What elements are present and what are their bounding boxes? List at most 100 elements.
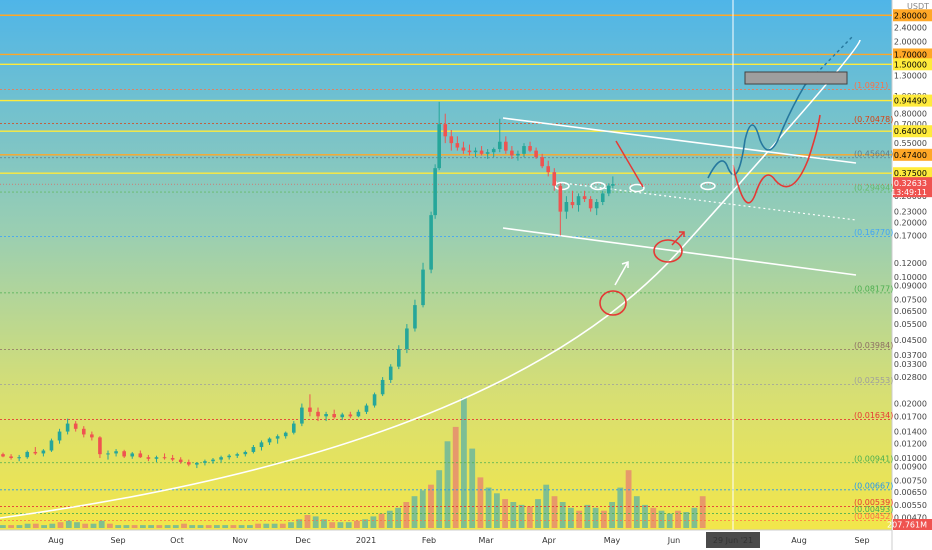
volume-bar: [633, 496, 640, 528]
candle-body: [308, 407, 312, 412]
volume-bar: [461, 398, 467, 528]
volume-bar: [247, 525, 253, 528]
candle-body: [600, 193, 605, 203]
volume-bar: [90, 523, 97, 528]
support-circle-curve: [653, 239, 683, 263]
candle-body: [491, 149, 496, 153]
fib-level-label: (0.70478): [854, 115, 893, 124]
candle-body: [178, 459, 183, 463]
touch-ellipse-3: [629, 183, 645, 193]
time-tick-label: 2021: [356, 536, 376, 545]
projection-arrow-red-up: [671, 231, 685, 246]
candle-body: [564, 202, 569, 212]
candle-body: [504, 141, 508, 151]
volume-bar: [329, 522, 336, 528]
key-level-badge-label: 0.47400: [894, 151, 927, 160]
projection-arrow-white-head: [621, 260, 629, 268]
price-tick-label: 0.04500: [894, 336, 927, 345]
time-tick-label: Nov: [232, 536, 248, 545]
key-level-badge: [893, 94, 932, 107]
fib-level-label: (0.00452): [854, 512, 893, 521]
candle-body: [33, 451, 38, 454]
fib-level-label: (0.45604): [854, 149, 893, 158]
price-tick-label: 0.01400: [894, 428, 927, 437]
currency-label: USDT: [907, 2, 929, 11]
time-tick-label: Jun: [667, 536, 681, 545]
price-tick-label: 0.23000: [894, 208, 927, 217]
volume-bar: [584, 504, 591, 528]
price-tick-label: 2.40000: [894, 23, 927, 32]
candle-body: [267, 438, 272, 443]
candle-body: [186, 462, 191, 465]
candle-body: [154, 457, 159, 459]
volume-bar: [32, 523, 39, 528]
volume-bar: [699, 496, 706, 528]
volume-bar: [263, 523, 270, 528]
key-level-badge: [893, 48, 932, 61]
candle-body: [259, 442, 264, 448]
price-tick-label: 0.80000: [894, 110, 927, 119]
fib-level-label: (0.00539): [854, 498, 893, 507]
projection-arrow-white: [614, 261, 629, 286]
volume-bar: [0, 525, 6, 528]
candle-body: [607, 185, 611, 194]
volume-bar: [452, 426, 459, 528]
candle-body: [611, 184, 615, 186]
volume-bar: [82, 523, 89, 528]
candle-body: [219, 457, 223, 460]
fib-level-label: (0.03984): [854, 341, 893, 350]
fib-level-label: (0.02553): [854, 376, 893, 385]
candle-body: [413, 305, 417, 329]
fib-level-label: (1.0921): [854, 81, 888, 90]
price-tick-label: 0.00750: [894, 477, 927, 486]
volume-bar: [625, 470, 632, 528]
volume-bar: [57, 522, 64, 528]
key-level-badge: [893, 167, 932, 180]
candle-body: [25, 451, 30, 458]
candle-body: [49, 440, 54, 451]
price-tick-label: 0.01000: [894, 454, 927, 463]
candle-body: [388, 366, 393, 380]
price-tick-label: 0.00550: [894, 501, 927, 510]
projection-arrow-red-down: [615, 140, 644, 188]
candle-body: [300, 407, 304, 424]
volume-bar: [16, 525, 23, 528]
price-tick-label: 0.06500: [894, 307, 927, 316]
volume-bar: [222, 525, 229, 528]
price-tick-label: 0.02000: [894, 400, 927, 409]
price-tick-label: 0.00650: [894, 488, 927, 497]
candle-body: [528, 146, 532, 151]
volume-bar: [140, 525, 146, 528]
fib-level-label: (0.00941): [854, 454, 893, 463]
candle-body: [324, 414, 328, 417]
volume-bar: [601, 510, 607, 528]
price-tick-label: 0.00470: [894, 513, 927, 522]
volume-bar: [576, 510, 583, 528]
volume-bar: [49, 523, 56, 528]
volume-bar: [518, 504, 525, 528]
fib-level-label: (0.00493): [854, 505, 893, 514]
volume-bar: [419, 490, 426, 528]
candle-body: [594, 202, 599, 209]
time-tick-label: Sep: [854, 536, 869, 545]
candle-body: [429, 215, 433, 270]
candle-body: [396, 349, 401, 367]
candle-body: [235, 454, 240, 456]
current-date-label: 29 Jun '21: [713, 536, 753, 545]
volume-bar: [559, 502, 566, 528]
key-level-badge-label: 0.64000: [894, 127, 927, 136]
volume-bar: [8, 525, 14, 528]
candle-body: [243, 451, 248, 455]
volume-bar: [666, 513, 673, 528]
volume-bar: [189, 525, 196, 528]
volume-bar: [271, 523, 278, 528]
candle-body: [65, 423, 70, 432]
volume-bar: [477, 477, 484, 528]
key-level-badge-label: 0.37500: [894, 169, 927, 178]
time-axis[interactable]: Aug Sep Oct Nov Dec 2021 Feb Mar Apr May Jun Aug Sep…: [48, 532, 870, 548]
key-level-badge: [893, 9, 932, 22]
candle-body: [364, 405, 369, 412]
volume-bar: [609, 502, 615, 528]
